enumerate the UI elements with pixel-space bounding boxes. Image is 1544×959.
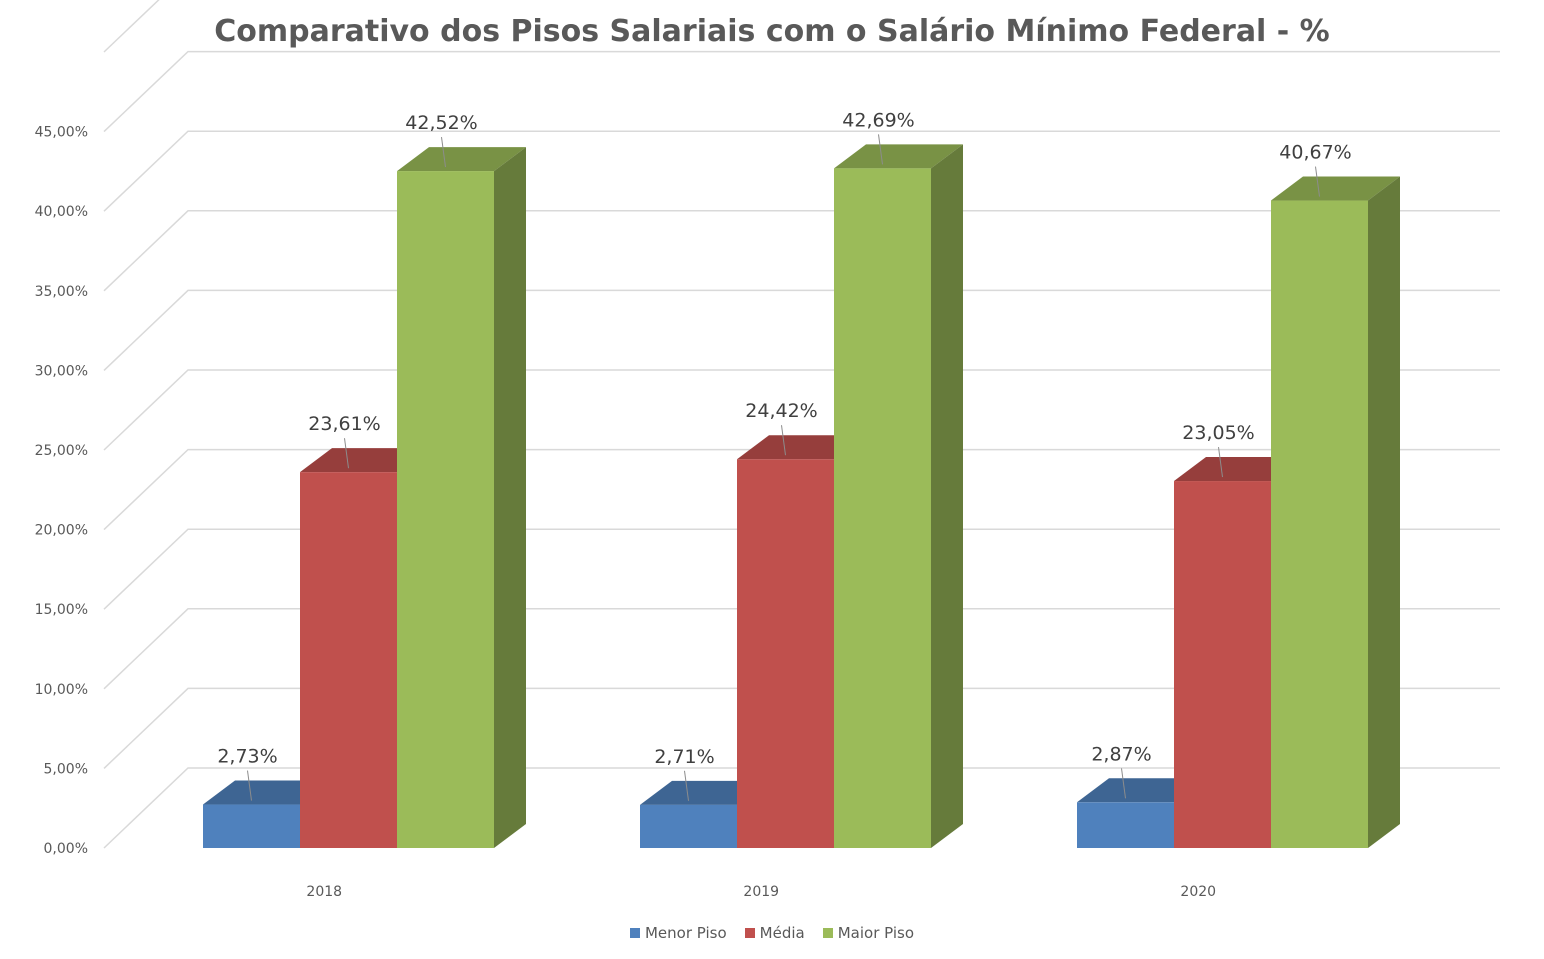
legend-swatch (822, 928, 833, 938)
bar-side-face (494, 147, 526, 848)
x-tick-label: 2019 (743, 884, 779, 900)
label-leader-line (344, 438, 349, 469)
bars (203, 144, 1400, 849)
bar (640, 780, 769, 848)
data-label: 24,42% (745, 400, 817, 422)
y-tick-label: 20,00% (35, 523, 88, 539)
gridline (103, 0, 160, 53)
bar-top-face (1271, 176, 1400, 201)
bar-side-face (1368, 176, 1400, 849)
legend-swatch (629, 928, 640, 938)
bar (834, 144, 963, 849)
gridline (103, 687, 1500, 769)
legend-swatch (744, 928, 755, 938)
y-tick-label: 35,00% (35, 284, 88, 300)
label-leader-line (878, 134, 883, 165)
bar-front-face (640, 804, 737, 848)
bar (300, 448, 429, 848)
x-axis: 2018 2019 2020 (306, 884, 1216, 900)
bar-side-face (931, 144, 963, 849)
gridline (103, 210, 1500, 292)
bar-top-face (203, 780, 332, 805)
y-tick-label: 0,00% (44, 841, 88, 857)
gridline (103, 528, 1500, 610)
legend-label: Menor Piso (644, 924, 727, 942)
bar-top-face (834, 144, 963, 169)
bar (1174, 457, 1303, 848)
gridline (103, 130, 1500, 212)
bar-top-face (1077, 778, 1206, 803)
legend-item-media: Média (744, 924, 805, 942)
gridline (103, 448, 1500, 531)
gridline (103, 608, 1500, 690)
bar (737, 435, 866, 848)
legend-item-maior-piso: Maior Piso (822, 924, 915, 942)
bar-front-face (300, 472, 397, 848)
bar-top-face (737, 435, 866, 460)
chart-title: Comparativo dos Pisos Salariais com o Sa… (214, 14, 1330, 49)
x-tick-label: 2020 (1180, 884, 1216, 900)
bar-front-face (203, 804, 300, 848)
bar-top-face (300, 448, 429, 473)
label-leader-line (1218, 446, 1223, 478)
bar (397, 147, 526, 848)
label-leader-line (1315, 166, 1320, 197)
x-tick-label: 2018 (306, 884, 342, 900)
data-label: 23,61% (308, 413, 380, 435)
label-leader-line (441, 137, 446, 168)
gridline (103, 289, 1500, 371)
bar-front-face (1077, 802, 1174, 848)
bar (203, 780, 332, 848)
label-leader-line (781, 425, 786, 456)
bar-top-face (397, 147, 526, 172)
bar-front-face (397, 171, 494, 848)
data-label: 42,69% (842, 109, 914, 131)
gridline (103, 50, 1500, 133)
bar-front-face (1271, 200, 1368, 849)
label-leader-line (684, 770, 689, 801)
y-tick-label: 40,00% (35, 204, 88, 220)
legend-item-menor-piso: Menor Piso (629, 924, 727, 942)
gridlines (103, 0, 1500, 849)
y-tick-label: 30,00% (35, 363, 88, 379)
data-label: 2,87% (1091, 743, 1151, 765)
y-tick-label: 45,00% (35, 125, 88, 141)
y-tick-label: 10,00% (35, 682, 88, 698)
y-tick-label: 5,00% (44, 761, 88, 777)
data-labels: 2,73% 23,61% 42,52% 2,71% 24,42% 42,69% 2,87% 2… (217, 109, 1352, 801)
data-label: 2,73% (217, 746, 277, 768)
bar-front-face (834, 168, 931, 849)
y-axis: 0,00% 5,00% 10,00% 15,00% 20,00% 25,00% 30,00%… (35, 125, 88, 857)
bar (1271, 176, 1400, 849)
data-label: 42,52% (405, 112, 477, 134)
gridline (103, 369, 1500, 451)
legend-label: Maior Piso (837, 924, 915, 942)
bar-front-face (1174, 481, 1271, 848)
bar (1077, 778, 1206, 848)
data-label: 2,71% (654, 746, 714, 768)
y-tick-label: 15,00% (35, 602, 88, 618)
y-tick-label: 25,00% (35, 443, 88, 459)
bar-top-face (640, 780, 769, 805)
legend-label: Média (759, 924, 805, 942)
legend: Menor Piso Média Maior Piso (0, 924, 1544, 942)
label-leader-line (1121, 768, 1126, 799)
data-label: 40,67% (1279, 142, 1351, 164)
bar-top-face (1174, 457, 1303, 482)
bar-front-face (737, 459, 834, 848)
gridline (103, 767, 1500, 849)
data-label: 23,05% (1182, 422, 1254, 444)
label-leader-line (247, 770, 252, 801)
